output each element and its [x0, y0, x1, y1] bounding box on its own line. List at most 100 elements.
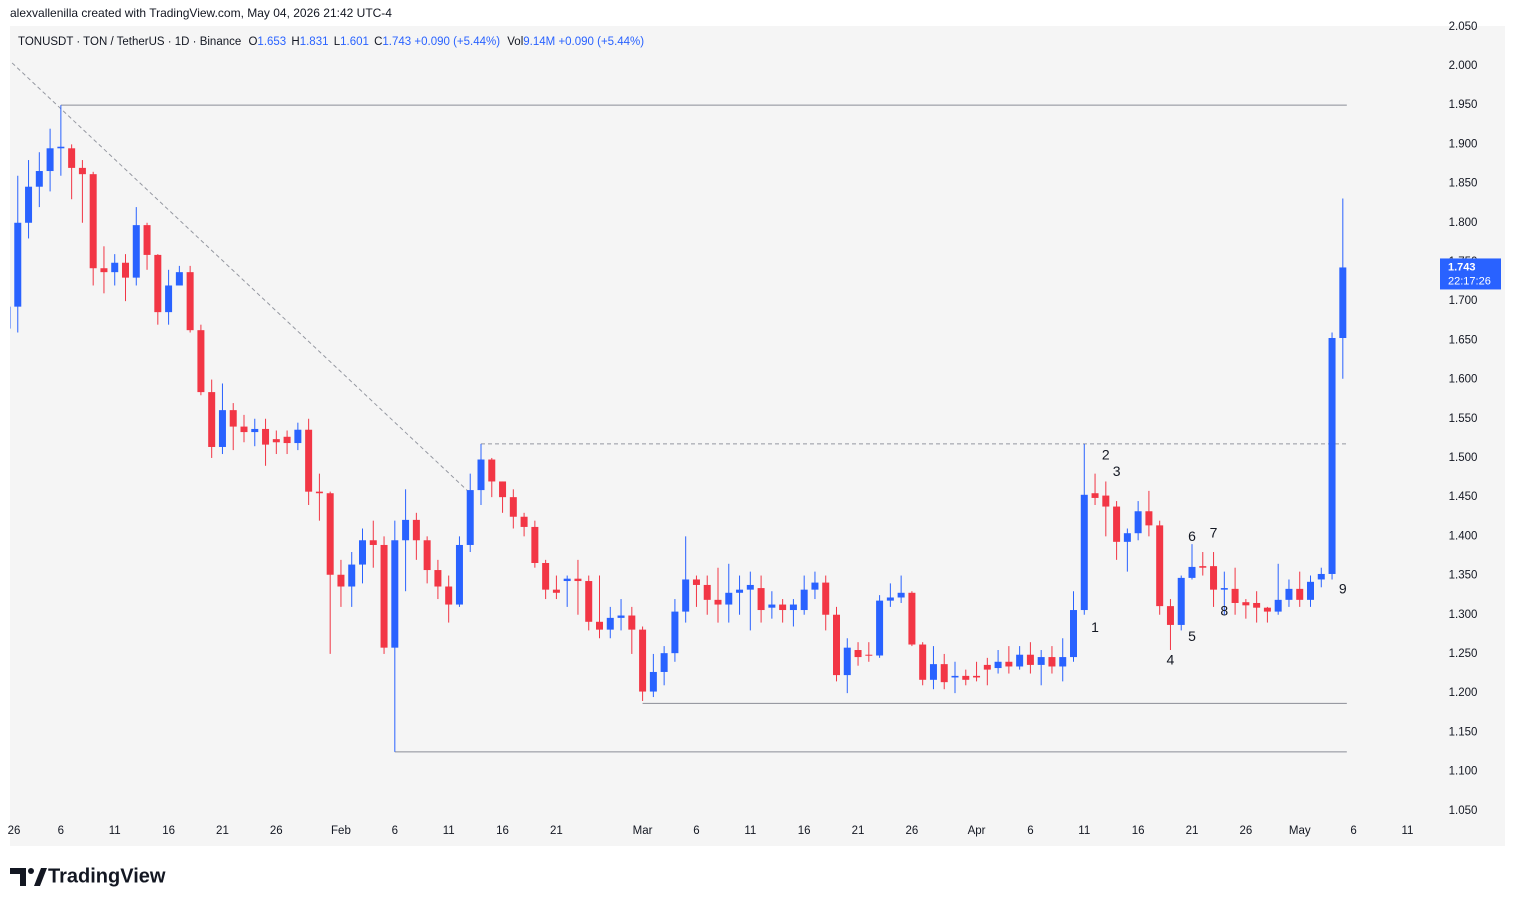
annotation: 8 — [1220, 602, 1228, 618]
y-tick-label: 1.850 — [1449, 178, 1478, 190]
candle-body — [692, 579, 700, 585]
x-tick-label: 6 — [1027, 825, 1033, 837]
axes: 1.050 1.100 1.150 1.200 1.250 1.300 1.350 1.400… — [8, 21, 1501, 837]
chart-background — [10, 26, 1505, 846]
candle-body — [768, 604, 776, 608]
candle-body — [240, 426, 248, 433]
candle-body — [25, 186, 33, 223]
candle-body — [736, 589, 744, 593]
y-tick-label: 2.050 — [1449, 21, 1478, 33]
candle-body — [423, 540, 431, 571]
candle-body — [897, 592, 905, 598]
candle-body — [229, 410, 237, 427]
x-tick-label: 26 — [270, 825, 283, 837]
candle-body — [1253, 602, 1261, 608]
legend: TONUSDT · TON / TetherUS · 1D · Binance … — [18, 36, 644, 48]
candle-body — [208, 392, 216, 447]
x-tick-label: 21 — [1186, 825, 1199, 837]
y-tick-label: 1.300 — [1449, 609, 1478, 621]
candle-body — [175, 272, 183, 286]
candle-body — [649, 671, 657, 692]
y-tick-label: 1.800 — [1449, 217, 1478, 229]
candle-body — [1339, 267, 1347, 339]
x-tick-label: 11 — [744, 825, 756, 837]
candle-body — [305, 429, 313, 492]
candle-body — [843, 647, 851, 676]
y-tick-label: 1.900 — [1449, 138, 1478, 150]
candle-body — [348, 564, 356, 587]
candle-body — [660, 653, 668, 672]
candle-body — [865, 654, 873, 656]
candle-body — [369, 540, 377, 545]
y-tick-label: 1.350 — [1449, 570, 1478, 582]
candle-body — [1037, 657, 1045, 665]
candle-body — [35, 171, 43, 187]
candle-body — [908, 592, 916, 645]
candle-body — [14, 222, 22, 307]
candle-body — [143, 225, 151, 255]
candle-body — [122, 262, 129, 278]
x-tick-label: 26 — [1239, 825, 1252, 837]
candle-body — [186, 272, 194, 331]
candle-body — [1123, 533, 1131, 542]
candle-body — [542, 562, 550, 590]
candle-body — [359, 540, 366, 565]
candle-body — [1016, 654, 1024, 667]
y-tick-label: 1.950 — [1449, 99, 1478, 111]
candle-body — [197, 330, 205, 393]
candle-body — [725, 592, 733, 605]
annotation: 4 — [1167, 652, 1175, 668]
annotation: 3 — [1113, 463, 1121, 479]
candle-body — [1231, 588, 1239, 603]
countdown: 22:17:26 — [1448, 275, 1491, 287]
candle-body — [294, 429, 302, 444]
x-tick-label: Apr — [968, 825, 986, 837]
candle-body — [628, 615, 636, 630]
candle-body — [779, 604, 787, 611]
candle-body — [886, 597, 894, 601]
candle-body — [606, 617, 614, 630]
x-tick-label: 16 — [496, 825, 509, 837]
candle-body — [800, 589, 808, 611]
candle-body — [455, 544, 463, 605]
candle-body — [1199, 566, 1207, 568]
candle-body — [994, 661, 1002, 669]
candle-body — [477, 459, 485, 491]
y-tick-label: 1.500 — [1449, 452, 1478, 464]
ohlc-value: 1.831 — [300, 36, 329, 48]
candle-body — [1048, 657, 1056, 667]
x-tick-label: 26 — [906, 825, 919, 837]
x-tick-label: 16 — [798, 825, 811, 837]
candle-body — [380, 544, 388, 648]
candle-body — [757, 588, 765, 611]
candle-body — [1296, 588, 1304, 600]
symbol: TONUSDT · TON / TetherUS · 1D · Binance — [18, 36, 241, 48]
candle-body — [1102, 495, 1110, 507]
x-tick-label: 11 — [109, 825, 121, 837]
candle-body — [391, 540, 399, 648]
candle-body — [10, 306, 11, 329]
ohlc-label: H — [291, 36, 299, 48]
brand-logo: TradingView — [10, 865, 166, 887]
candle-body — [671, 611, 679, 654]
x-tick-label: Feb — [331, 825, 351, 837]
annotation: 7 — [1210, 525, 1218, 541]
x-tick-label: 21 — [216, 825, 229, 837]
candle-body — [1026, 654, 1034, 665]
logo-shape — [34, 868, 47, 886]
y-tick-label: 1.550 — [1449, 413, 1478, 425]
change: +0.090 (+5.44%) — [414, 36, 500, 48]
price-label: 1.743 — [1448, 261, 1476, 273]
candle-body — [746, 584, 754, 590]
volume-change: +0.090 (+5.44%) — [558, 36, 644, 48]
candle-body — [1242, 602, 1250, 606]
x-tick-label: 21 — [852, 825, 865, 837]
candle-body — [585, 581, 593, 622]
candle-body — [1166, 606, 1174, 625]
candle-body — [1263, 607, 1271, 612]
x-tick-label: 6 — [1350, 825, 1356, 837]
candle-body — [1080, 494, 1088, 611]
annotation: 5 — [1188, 628, 1196, 644]
candle-body — [531, 526, 539, 563]
